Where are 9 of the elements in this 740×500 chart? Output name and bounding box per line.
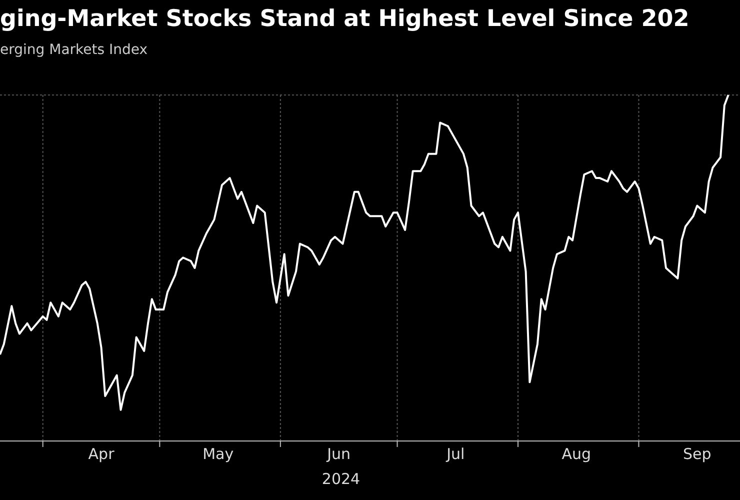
x-tick-label: Jun [326, 445, 351, 463]
x-tick-label: Jul [446, 445, 465, 463]
x-tick-label: Aug [562, 445, 592, 463]
chart-title: ging-Market Stocks Stand at Highest Level Since 202 [0, 6, 690, 32]
x-tick-label: May [202, 445, 234, 463]
chart-subtitle: erging Markets Index [0, 42, 148, 58]
x-tick-label: Sep [683, 445, 712, 463]
x-tick-label: Apr [88, 445, 116, 463]
x-axis-title: 2024 [322, 470, 360, 488]
